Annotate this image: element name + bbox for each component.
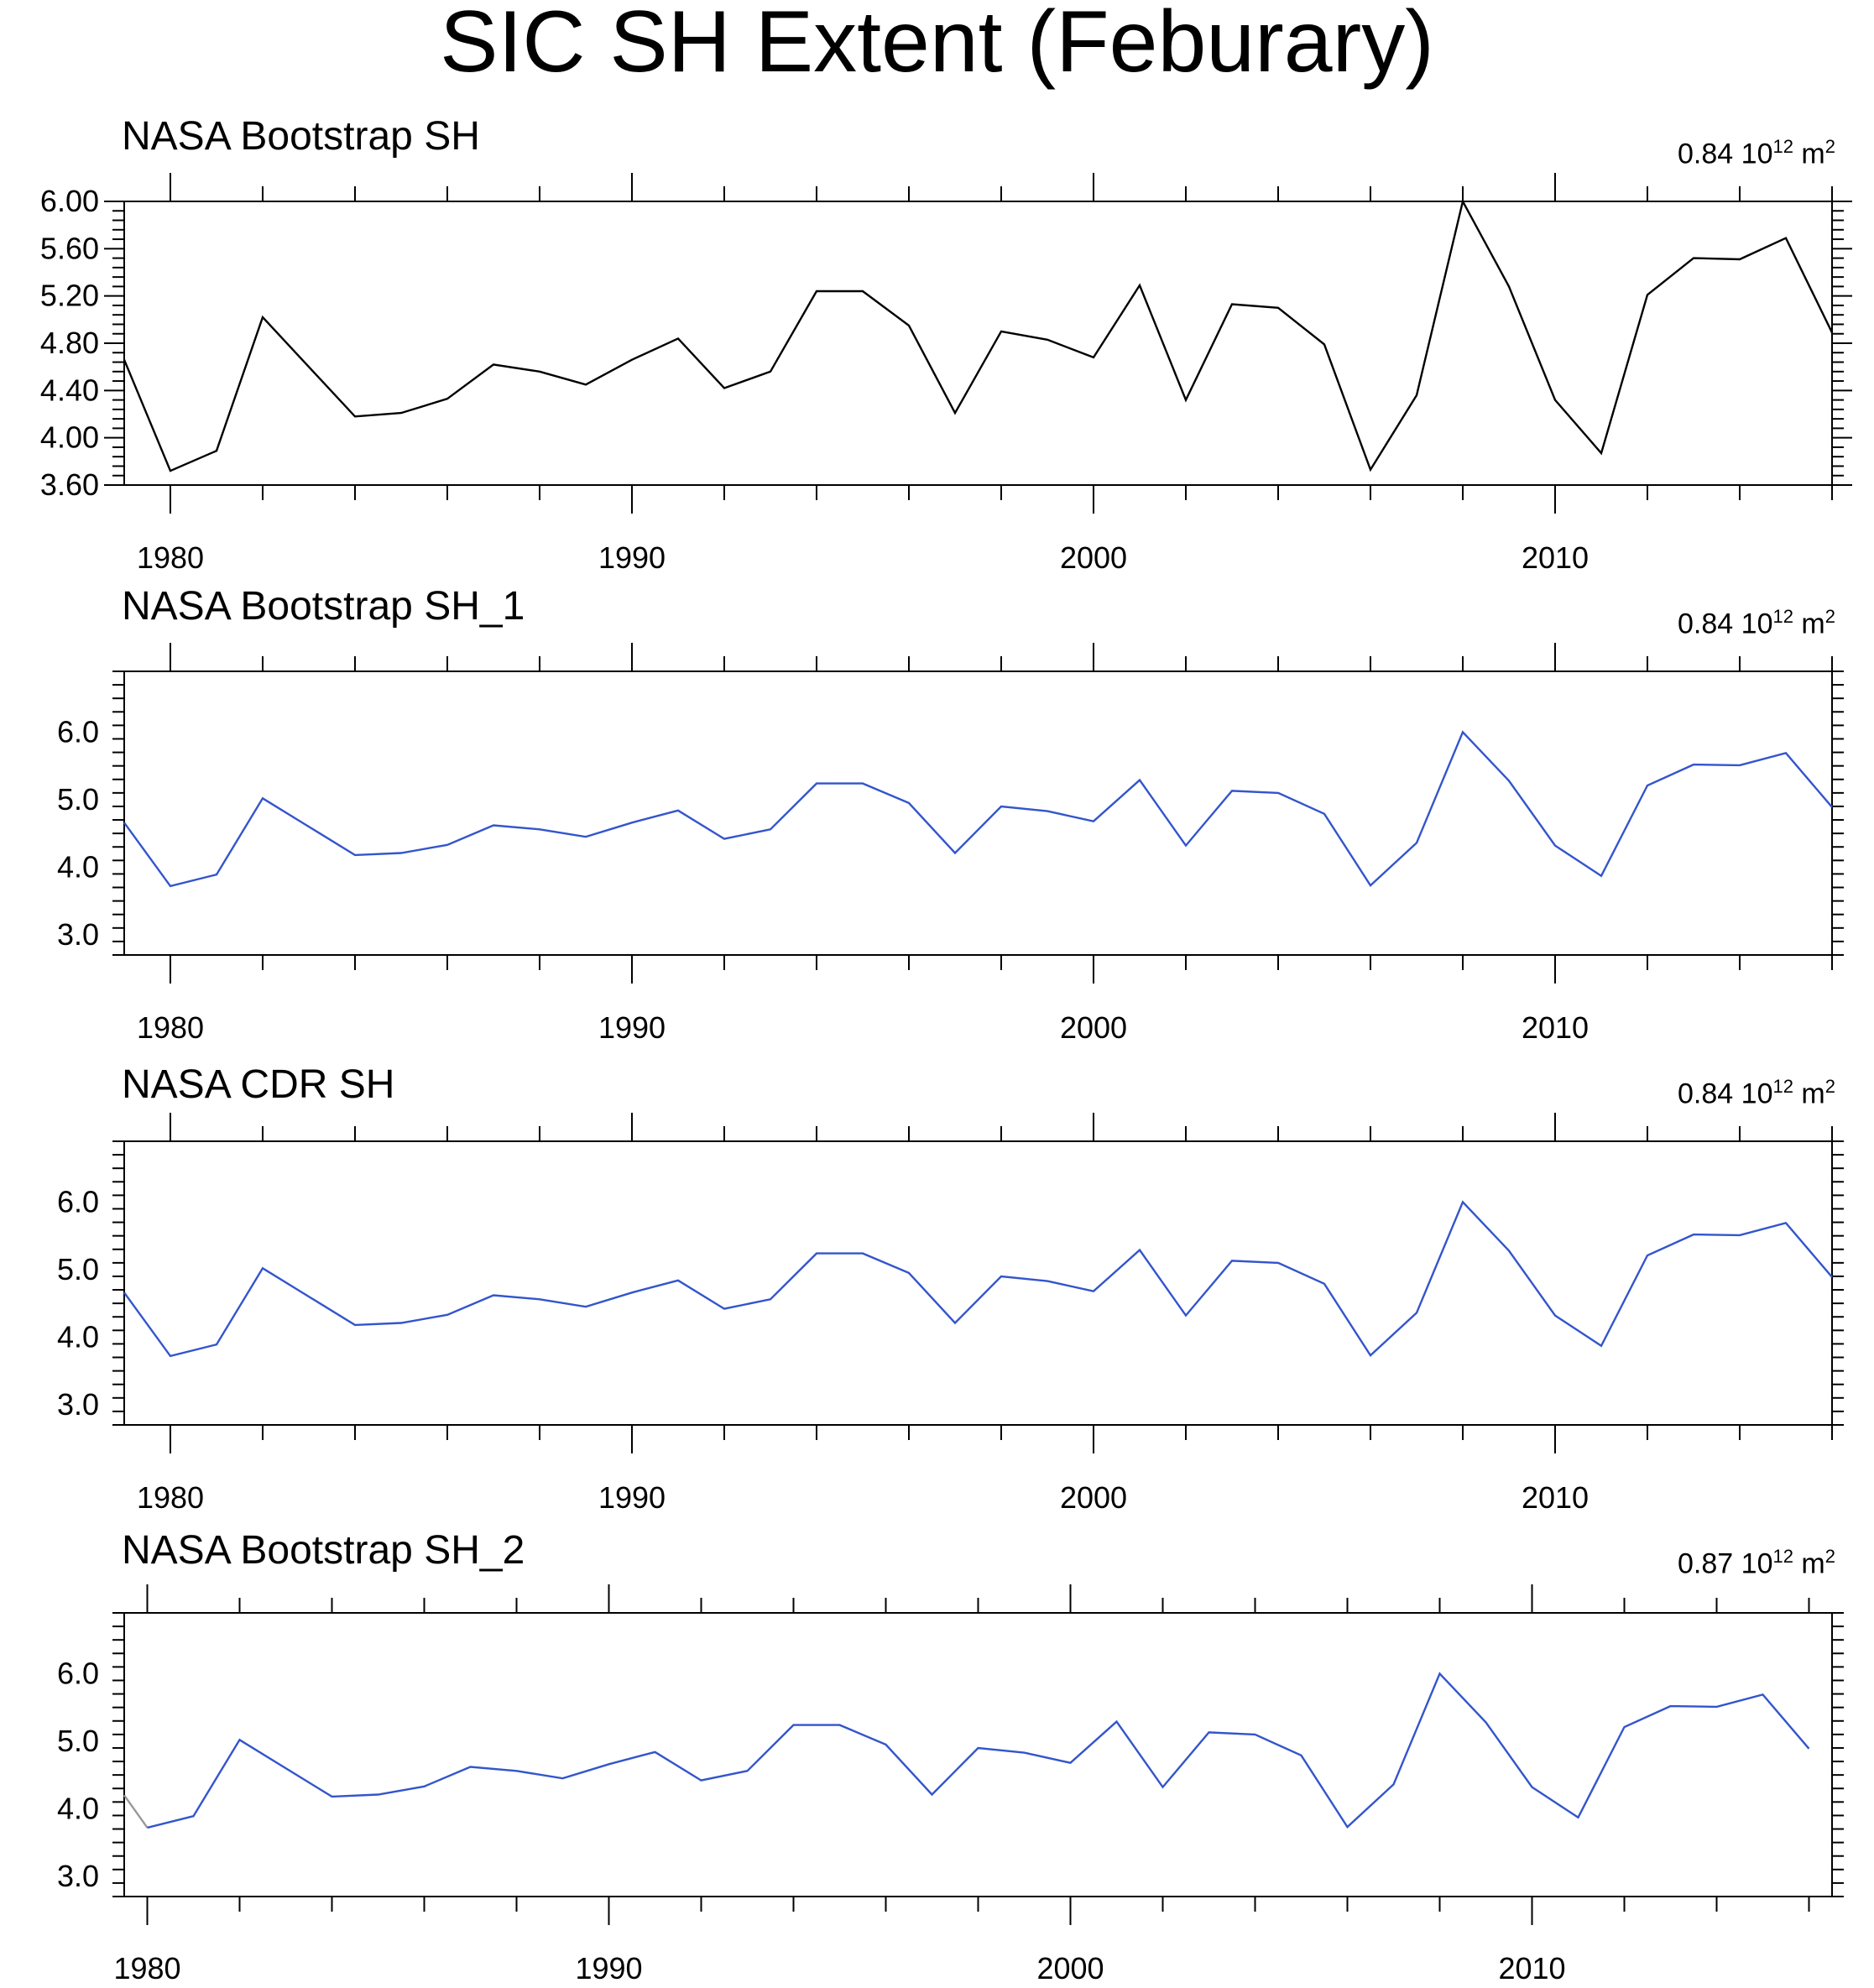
x-tick-label-1: 1990 xyxy=(598,540,666,575)
y-tick-label-4: 5.0 xyxy=(57,1724,99,1758)
series-line-3-1 xyxy=(123,1200,1833,1358)
panel-units-1: 0.84 1012 m2 xyxy=(1678,136,1835,170)
panel-title-3: NASA CDR SH xyxy=(122,1062,395,1107)
series-line-4-1 xyxy=(123,1794,149,1829)
chart-main-title: SIC SH Extent (Feburary) xyxy=(440,0,1434,91)
series-line-1-1 xyxy=(123,198,1834,472)
x-tick-label-1: 2000 xyxy=(1060,540,1127,575)
y-tick-label-2: 3.0 xyxy=(57,917,99,952)
y-tick-label-1: 5.20 xyxy=(40,279,99,313)
x-tick-label-3: 1990 xyxy=(598,1480,666,1515)
x-tick-label-4: 1980 xyxy=(113,1951,180,1985)
x-tick-label-2: 1990 xyxy=(598,1010,666,1045)
y-tick-label-1: 4.40 xyxy=(40,373,99,407)
x-tick-label-2: 2000 xyxy=(1060,1010,1127,1045)
y-tick-label-1: 4.00 xyxy=(40,420,99,455)
x-tick-label-2: 2010 xyxy=(1522,1010,1589,1045)
y-tick-label-1: 6.00 xyxy=(40,184,99,218)
panel-title-2: NASA Bootstrap SH_1 xyxy=(122,584,525,629)
plot-frame-2 xyxy=(123,670,1833,956)
x-tick-label-4: 2010 xyxy=(1498,1951,1565,1985)
y-tick-label-4: 6.0 xyxy=(57,1656,99,1690)
panel-title-1: NASA Bootstrap SH xyxy=(122,114,480,159)
x-tick-label-2: 1980 xyxy=(137,1010,204,1045)
series-line-4-2 xyxy=(147,1672,1810,1829)
x-tick-label-4: 2000 xyxy=(1036,1951,1104,1985)
panel-units-3: 0.84 1012 m2 xyxy=(1678,1076,1835,1110)
x-tick-label-3: 2000 xyxy=(1060,1480,1127,1515)
plot-frame-3 xyxy=(123,1140,1833,1426)
panel-units-2: 0.84 1012 m2 xyxy=(1678,606,1835,640)
panel-units-4: 0.87 1012 m2 xyxy=(1678,1546,1835,1580)
plot-frame-4 xyxy=(123,1612,1833,1897)
x-tick-label-1: 1980 xyxy=(137,540,204,575)
series-line-2-1 xyxy=(123,730,1833,888)
y-tick-label-4: 4.0 xyxy=(57,1791,99,1825)
y-tick-label-2: 6.0 xyxy=(57,714,99,749)
y-tick-label-3: 6.0 xyxy=(57,1184,99,1218)
x-tick-label-4: 1990 xyxy=(575,1951,642,1985)
y-tick-label-2: 4.0 xyxy=(57,849,99,884)
plot-frame-1 xyxy=(123,201,1833,486)
x-tick-label-3: 2010 xyxy=(1522,1480,1589,1515)
y-tick-label-4: 3.0 xyxy=(57,1859,99,1893)
y-tick-label-3: 5.0 xyxy=(57,1252,99,1286)
panel-title-4: NASA Bootstrap SH_2 xyxy=(122,1528,525,1573)
y-tick-label-2: 5.0 xyxy=(57,782,99,817)
y-tick-label-1: 5.60 xyxy=(40,231,99,265)
x-tick-label-1: 2010 xyxy=(1522,540,1589,575)
y-tick-label-3: 3.0 xyxy=(57,1387,99,1422)
x-tick-label-3: 1980 xyxy=(137,1480,204,1515)
y-tick-label-3: 4.0 xyxy=(57,1319,99,1354)
y-tick-label-1: 3.60 xyxy=(40,467,99,502)
y-tick-label-1: 4.80 xyxy=(40,326,99,360)
